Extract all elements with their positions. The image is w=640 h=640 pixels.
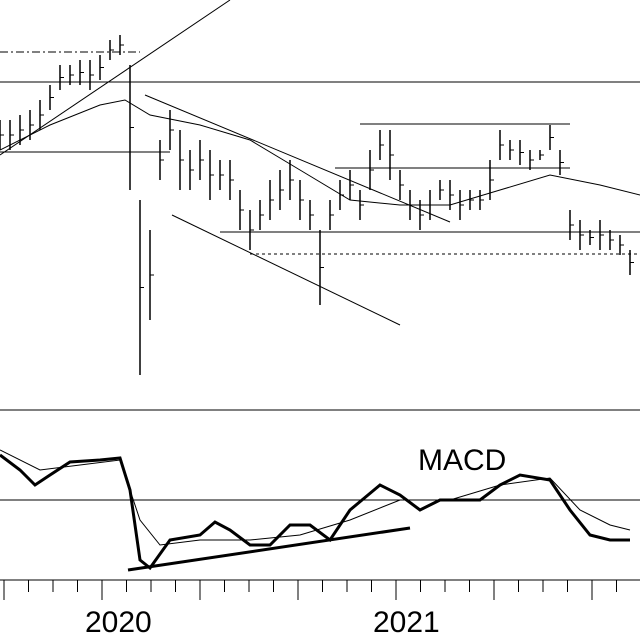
moving-average bbox=[0, 99, 640, 206]
up-trendline bbox=[0, 0, 231, 156]
x-year-label: 2021 bbox=[373, 606, 440, 639]
down-trendline bbox=[144, 94, 451, 223]
signal-line bbox=[0, 449, 631, 546]
macd-label: MACD bbox=[418, 444, 506, 477]
channel-line bbox=[171, 214, 401, 326]
macd-line bbox=[0, 453, 630, 571]
macd-trendline bbox=[127, 526, 411, 572]
x-year-label: 2020 bbox=[85, 606, 152, 639]
